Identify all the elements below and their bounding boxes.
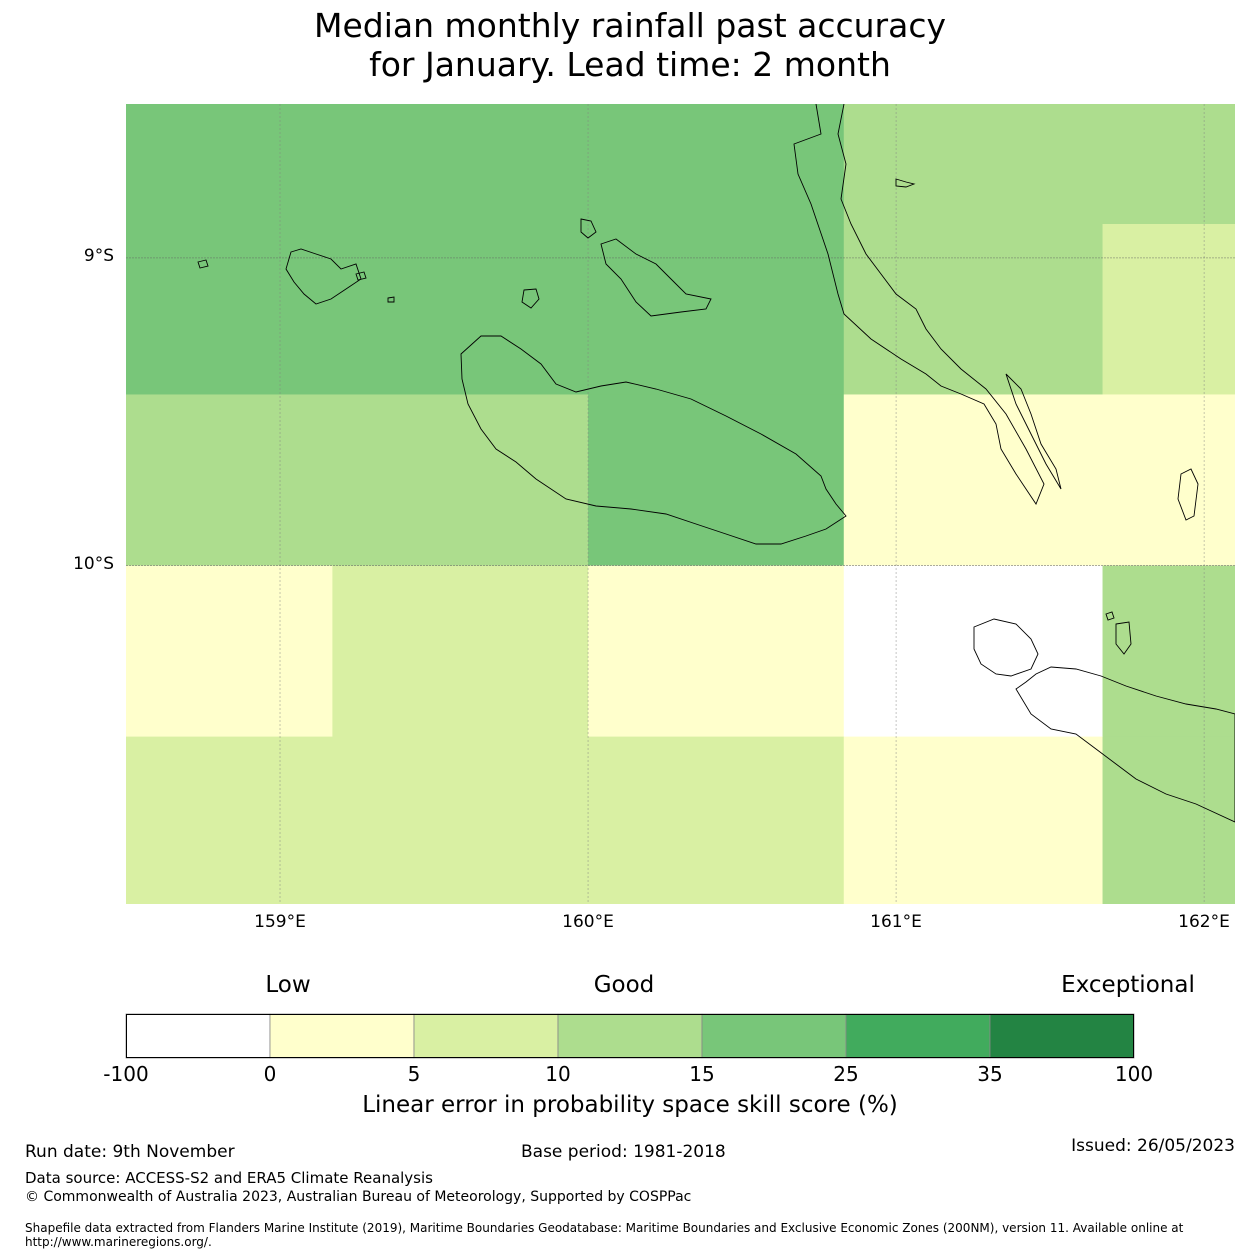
lon-label-162e: 162°E (1178, 912, 1230, 932)
colorbar-tick: 25 (833, 1062, 859, 1086)
coastline-makira (1015, 666, 1235, 823)
colorbar-segment (125, 1013, 271, 1059)
coastline-island-east-3 (1177, 468, 1199, 521)
lon-label-161e: 161°E (870, 912, 922, 932)
issued-date: Issued: 26/05/2023 (1071, 1136, 1235, 1156)
colorbar-segment (845, 1013, 991, 1059)
skill-cell (126, 736, 845, 904)
skill-cell (843, 736, 1104, 904)
copyright: © Commonwealth of Australia 2023, Austra… (25, 1189, 692, 1205)
skill-cell (843, 104, 1235, 225)
coastline-island-nw-3 (355, 271, 367, 281)
coastline-island-east-1 (1005, 373, 1062, 490)
colorbar-segment (557, 1013, 703, 1059)
colorbar-tick: 10 (545, 1062, 571, 1086)
skill-cell (1102, 736, 1235, 904)
lon-label-159e: 159°E (254, 912, 306, 932)
colorbar-tick: 0 (263, 1062, 277, 1086)
data-source: Data source: ACCESS-S2 and ERA5 Climate … (25, 1169, 433, 1187)
category-exceptional: Exceptional (1061, 972, 1195, 998)
colorbar-tick: 35 (977, 1062, 1003, 1086)
coastline-island-south-east-1 (973, 618, 1039, 677)
coastline-island-nw-4 (387, 296, 395, 303)
colorbar-tick: 5 (407, 1062, 421, 1086)
colorbar-segment (701, 1013, 847, 1059)
skill-cell (1102, 224, 1235, 395)
title-line-2: for January. Lead time: 2 month (369, 45, 891, 84)
colorbar-segment (413, 1013, 559, 1059)
coastline-island-nw-1 (285, 248, 362, 305)
coastline-north-east (793, 104, 1045, 505)
skill-cell (126, 104, 845, 395)
colorbar-tick: 100 (1114, 1062, 1154, 1086)
skill-score-map (126, 104, 1235, 904)
skill-cell (843, 224, 1104, 395)
skill-cell (843, 565, 1104, 738)
coastline-island-south-east-3 (1105, 611, 1115, 621)
colorbar-frame (126, 1014, 1134, 1058)
title-line-1: Median monthly rainfall past accuracy (313, 6, 947, 45)
colorbar-caption: Linear error in probability space skill … (362, 1092, 898, 1118)
chart-title: Median monthly rainfall past accuracy fo… (0, 6, 1260, 84)
lat-label-10s: 10°S (73, 554, 114, 574)
coastline-island-south-east-2 (1115, 621, 1132, 655)
colorbar-segment (269, 1013, 415, 1059)
colorbar-tick: -100 (103, 1062, 149, 1086)
category-good: Good (593, 972, 655, 998)
coastline-island-central-3 (521, 288, 540, 309)
colorbar-tick: 15 (689, 1062, 715, 1086)
shapefile-credit: Shapefile data extracted from Flanders M… (25, 1221, 1184, 1249)
skill-cell (332, 565, 589, 738)
coastlines (197, 104, 1235, 823)
coastline-island-central-2 (600, 238, 712, 317)
run-date: Run date: 9th November (25, 1142, 235, 1162)
colorbar-segment (989, 1013, 1135, 1059)
coastline-island-nw-2 (197, 259, 209, 269)
coastline-island-east-2 (895, 178, 916, 188)
lat-label-9s: 9°S (83, 246, 114, 266)
category-low: Low (265, 972, 311, 998)
lon-label-160e: 160°E (562, 912, 614, 932)
skill-cell (588, 565, 845, 738)
skill-cell (843, 394, 1235, 567)
skill-cell (126, 565, 333, 738)
base-period: Base period: 1981-2018 (521, 1142, 726, 1162)
coastline-island-central-1 (580, 218, 597, 239)
colorbar (125, 1013, 1135, 1059)
skill-cell (126, 394, 589, 567)
skill-cell (588, 394, 845, 567)
coastline-guadalcanal (460, 335, 847, 545)
skill-cells (126, 104, 1235, 904)
